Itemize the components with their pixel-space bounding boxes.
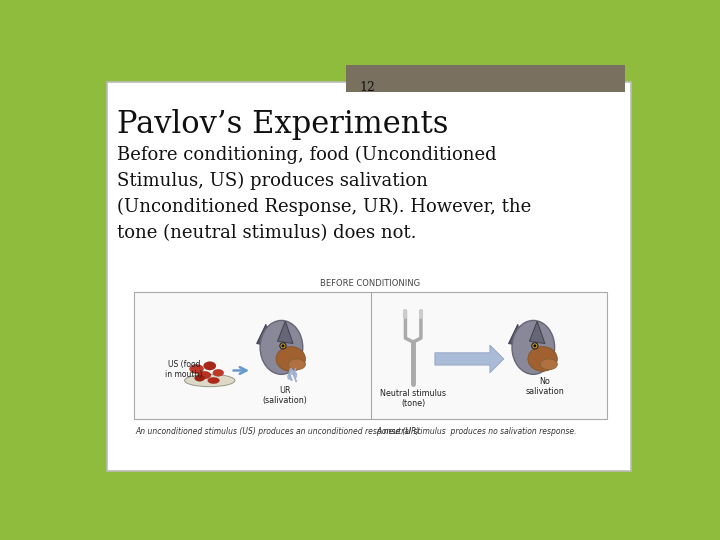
Polygon shape: [508, 325, 522, 346]
Text: Before conditioning, food (Unconditioned
Stimulus, US) produces salivation
(Unco: Before conditioning, food (Unconditioned…: [117, 146, 531, 242]
Circle shape: [280, 343, 286, 349]
Polygon shape: [256, 325, 270, 346]
Ellipse shape: [260, 320, 302, 374]
Ellipse shape: [287, 374, 291, 379]
Ellipse shape: [194, 375, 204, 381]
Text: Pavlov’s Experiments: Pavlov’s Experiments: [117, 110, 449, 140]
Ellipse shape: [189, 364, 204, 374]
Ellipse shape: [198, 372, 211, 379]
Ellipse shape: [528, 347, 557, 372]
Ellipse shape: [208, 377, 220, 383]
Ellipse shape: [213, 369, 224, 376]
Ellipse shape: [184, 374, 235, 387]
Text: BEFORE CONDITIONING: BEFORE CONDITIONING: [320, 279, 420, 288]
Polygon shape: [529, 321, 545, 343]
Circle shape: [534, 345, 536, 347]
Ellipse shape: [540, 359, 557, 370]
Text: Neutral stimulus
(tone): Neutral stimulus (tone): [380, 389, 446, 408]
Text: An unconditioned stimulus (US) produces an unconditioned response (UR).: An unconditioned stimulus (US) produces …: [136, 427, 423, 436]
Ellipse shape: [512, 320, 554, 374]
Ellipse shape: [291, 369, 294, 375]
Text: No
salivation: No salivation: [526, 377, 564, 396]
Polygon shape: [435, 345, 504, 373]
Ellipse shape: [289, 359, 305, 370]
Text: US (food
in mouth): US (food in mouth): [166, 360, 203, 379]
FancyBboxPatch shape: [346, 65, 625, 92]
Ellipse shape: [204, 362, 216, 370]
FancyBboxPatch shape: [134, 292, 607, 419]
Circle shape: [282, 345, 284, 347]
Text: A neutral stimulus  produces no salivation response.: A neutral stimulus produces no salivatio…: [377, 427, 577, 436]
Ellipse shape: [294, 373, 297, 378]
Ellipse shape: [276, 347, 305, 372]
Polygon shape: [277, 321, 293, 343]
Text: UR
(salivation): UR (salivation): [263, 386, 307, 406]
Text: 12: 12: [360, 80, 376, 93]
Circle shape: [532, 343, 538, 349]
FancyBboxPatch shape: [107, 82, 631, 470]
